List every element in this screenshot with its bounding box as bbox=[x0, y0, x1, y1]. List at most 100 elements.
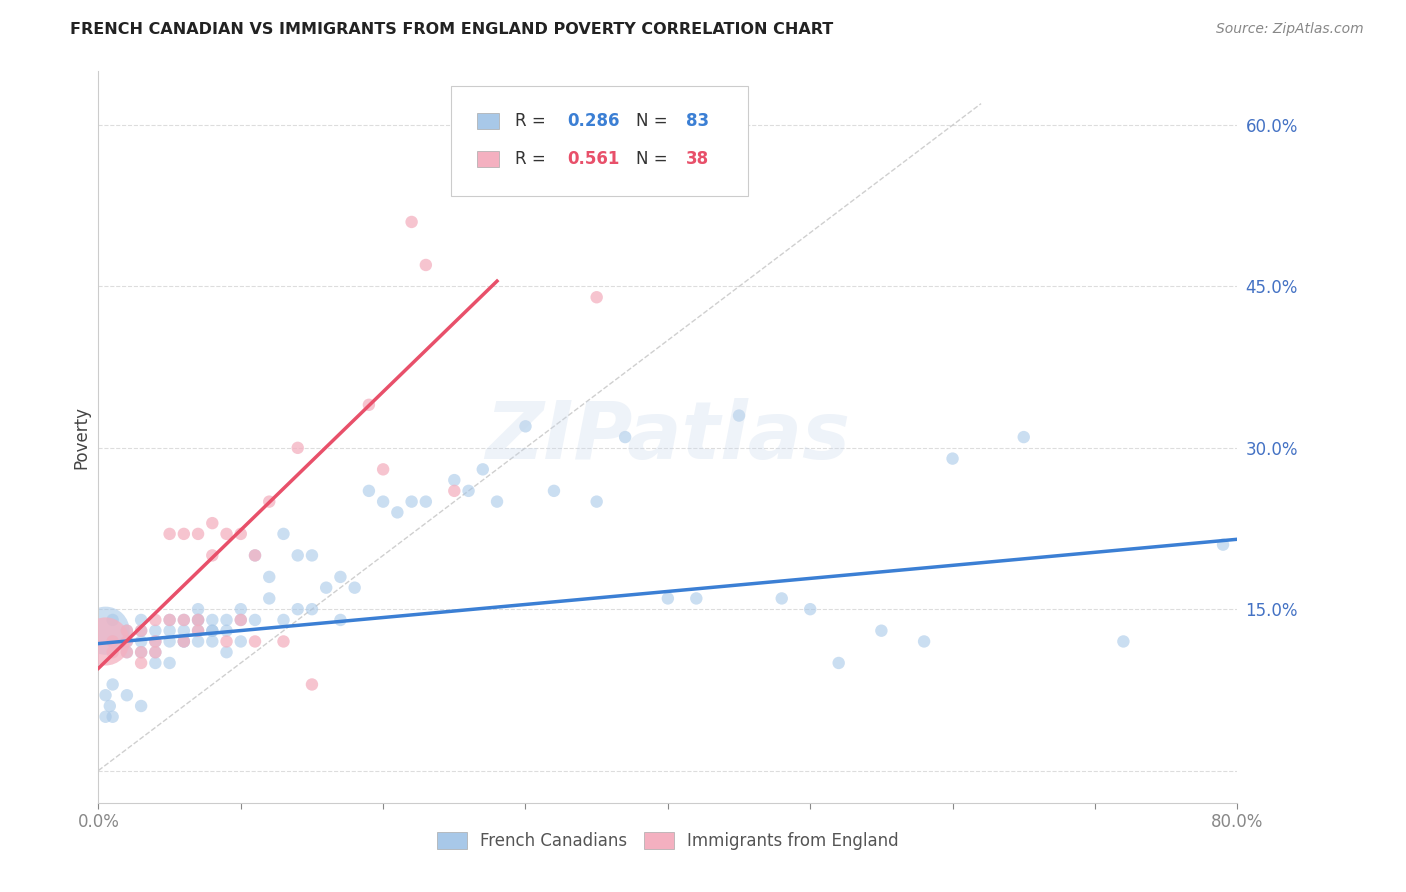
Point bbox=[101, 677, 124, 691]
Text: 38: 38 bbox=[686, 150, 709, 168]
Point bbox=[373, 494, 395, 508]
Point bbox=[187, 624, 209, 638]
Point bbox=[159, 613, 181, 627]
Point bbox=[98, 698, 121, 713]
Point bbox=[201, 613, 224, 627]
Point bbox=[770, 591, 793, 606]
Point bbox=[401, 215, 423, 229]
Point bbox=[229, 527, 252, 541]
Point bbox=[315, 581, 337, 595]
Point bbox=[614, 430, 637, 444]
Point bbox=[159, 613, 181, 627]
Point bbox=[287, 549, 309, 563]
Point bbox=[215, 527, 238, 541]
Point bbox=[115, 645, 138, 659]
Text: N =: N = bbox=[636, 150, 673, 168]
Point bbox=[273, 527, 295, 541]
Point bbox=[215, 634, 238, 648]
Point bbox=[129, 624, 152, 638]
Point bbox=[115, 624, 138, 638]
Point bbox=[273, 613, 295, 627]
Point bbox=[443, 473, 465, 487]
Point bbox=[870, 624, 893, 638]
Point bbox=[387, 505, 409, 519]
Point bbox=[187, 613, 209, 627]
Point bbox=[94, 688, 117, 702]
Point bbox=[301, 677, 323, 691]
Point bbox=[145, 656, 167, 670]
Point bbox=[129, 624, 152, 638]
Point bbox=[115, 624, 138, 638]
Point bbox=[115, 634, 138, 648]
Text: 83: 83 bbox=[686, 112, 709, 130]
Point bbox=[201, 516, 224, 530]
Point bbox=[543, 483, 565, 498]
Point bbox=[173, 634, 195, 648]
Point bbox=[101, 645, 124, 659]
Point bbox=[287, 602, 309, 616]
Point bbox=[373, 462, 395, 476]
Point bbox=[173, 613, 195, 627]
Point bbox=[187, 624, 209, 638]
Point bbox=[129, 698, 152, 713]
Point bbox=[173, 624, 195, 638]
Point bbox=[942, 451, 965, 466]
Point bbox=[273, 634, 295, 648]
FancyBboxPatch shape bbox=[451, 86, 748, 195]
Point bbox=[229, 613, 252, 627]
Point bbox=[415, 258, 437, 272]
Point bbox=[343, 581, 366, 595]
Point bbox=[129, 645, 152, 659]
Point bbox=[229, 613, 252, 627]
Text: N =: N = bbox=[636, 112, 673, 130]
Point bbox=[94, 624, 117, 638]
Point bbox=[201, 624, 224, 638]
Point bbox=[159, 624, 181, 638]
Point bbox=[515, 419, 537, 434]
Point bbox=[243, 549, 266, 563]
Point bbox=[243, 549, 266, 563]
Point bbox=[173, 634, 195, 648]
Point bbox=[187, 613, 209, 627]
Text: R =: R = bbox=[515, 150, 551, 168]
Text: 0.561: 0.561 bbox=[568, 150, 620, 168]
Point bbox=[357, 483, 380, 498]
Point bbox=[201, 624, 224, 638]
Point bbox=[115, 645, 138, 659]
Point bbox=[115, 688, 138, 702]
Point bbox=[828, 656, 851, 670]
Point bbox=[229, 634, 252, 648]
Point bbox=[585, 494, 607, 508]
Point bbox=[259, 570, 281, 584]
Point bbox=[471, 462, 494, 476]
Legend: French Canadians, Immigrants from England: French Canadians, Immigrants from Englan… bbox=[430, 825, 905, 856]
Point bbox=[401, 494, 423, 508]
Point bbox=[1112, 634, 1135, 648]
Point bbox=[329, 613, 352, 627]
Point bbox=[145, 634, 167, 648]
Point bbox=[101, 634, 124, 648]
Point bbox=[799, 602, 821, 616]
Point bbox=[486, 494, 509, 508]
Point bbox=[173, 613, 195, 627]
Point bbox=[685, 591, 707, 606]
Point bbox=[728, 409, 751, 423]
Point bbox=[145, 613, 167, 627]
Point bbox=[115, 634, 138, 648]
Point bbox=[657, 591, 679, 606]
Point bbox=[912, 634, 935, 648]
Point bbox=[215, 624, 238, 638]
Point bbox=[101, 634, 124, 648]
Text: Source: ZipAtlas.com: Source: ZipAtlas.com bbox=[1216, 22, 1364, 37]
Point bbox=[443, 483, 465, 498]
Point bbox=[243, 634, 266, 648]
Point bbox=[159, 634, 181, 648]
Point bbox=[229, 602, 252, 616]
Point bbox=[301, 602, 323, 616]
Point bbox=[187, 634, 209, 648]
Point bbox=[201, 634, 224, 648]
Point bbox=[215, 645, 238, 659]
Point bbox=[101, 710, 124, 724]
Point bbox=[129, 656, 152, 670]
Point bbox=[101, 613, 124, 627]
